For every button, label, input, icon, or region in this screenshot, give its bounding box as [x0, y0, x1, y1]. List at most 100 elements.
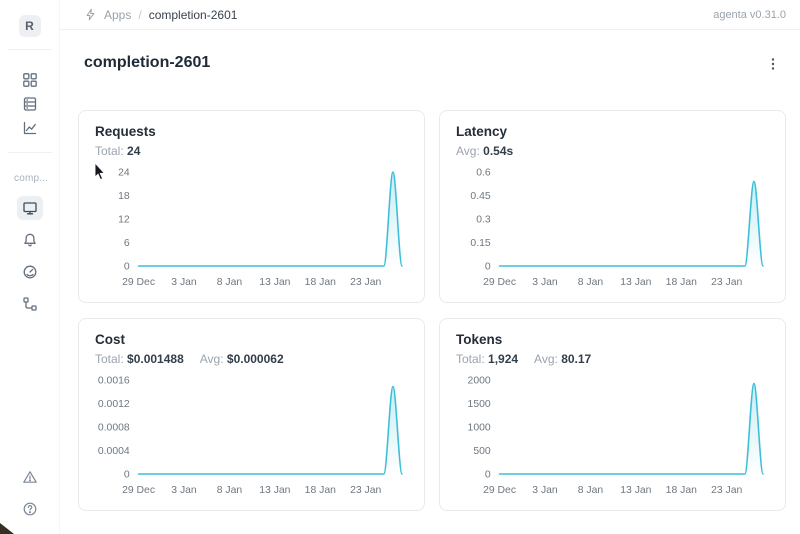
svg-text:13 Jan: 13 Jan: [259, 485, 290, 496]
sidebar-item-apps[interactable]: [18, 68, 42, 92]
card-stats: Total: 24: [95, 144, 408, 158]
svg-text:8 Jan: 8 Jan: [217, 277, 243, 288]
alerts-button[interactable]: [18, 465, 42, 489]
warning-triangle-icon: [22, 469, 38, 485]
metric-line-chart: 0.0016 0.0012 0.0008 0.0004 0 29 Dec 3 Jan 8 Ja…: [98, 375, 403, 496]
sidebar: R: [0, 0, 60, 534]
svg-text:18 Jan: 18 Jan: [666, 485, 697, 496]
main-area: Apps / completion-2601 agenta v0.31.0 co…: [60, 0, 800, 534]
page-header: completion-2601: [60, 30, 800, 74]
sidebar-item-traces[interactable]: [18, 292, 42, 316]
breadcrumb-separator: /: [138, 7, 142, 22]
svg-text:500: 500: [473, 446, 491, 457]
sidebar-item-evaluations[interactable]: [18, 228, 42, 252]
card-stat: Avg: 80.17: [534, 352, 592, 366]
breadcrumb-current: completion-2601: [148, 7, 238, 22]
grid-icon: [22, 72, 38, 88]
card-title: Cost: [95, 332, 125, 347]
svg-text:0: 0: [124, 469, 130, 480]
svg-text:24: 24: [118, 167, 130, 178]
svg-text:3 Jan: 3 Jan: [532, 277, 558, 288]
card-stat: Total: 24: [95, 144, 141, 158]
cards-grid: Requests Total: 24 24 18 12 6 0 29 Dec 3 Jan 8 …: [78, 110, 786, 511]
card-stats: Total: $0.001488 Avg: $0.000062: [95, 352, 408, 366]
card-stats: Total: 1,924 Avg: 80.17: [456, 352, 769, 366]
metric-line-chart: 0.6 0.45 0.3 0.15 0 29 Dec 3 Jan 8 Jan 13 Jan 18 …: [470, 167, 764, 288]
breadcrumb: Apps / completion-2601: [84, 8, 237, 22]
more-menu-button[interactable]: [762, 54, 784, 74]
bell-icon: [22, 232, 38, 248]
card-title: Tokens: [456, 332, 503, 347]
svg-text:29 Dec: 29 Dec: [122, 277, 155, 288]
svg-text:3 Jan: 3 Jan: [532, 485, 558, 496]
svg-text:23 Jan: 23 Jan: [711, 485, 742, 496]
workspace-avatar[interactable]: R: [18, 15, 41, 37]
metric-card-requests: Requests Total: 24 24 18 12 6 0 29 Dec 3 Jan 8 …: [78, 110, 425, 303]
card-title: Latency: [456, 124, 508, 139]
svg-text:3 Jan: 3 Jan: [171, 485, 197, 496]
sidebar-item-monitoring[interactable]: [18, 260, 42, 284]
card-stat: Total: 1,924: [456, 352, 519, 366]
svg-text:8 Jan: 8 Jan: [217, 485, 243, 496]
page-title: completion-2601: [84, 54, 211, 71]
svg-text:8 Jan: 8 Jan: [578, 485, 604, 496]
svg-text:18 Jan: 18 Jan: [305, 277, 336, 288]
svg-text:0.0004: 0.0004: [98, 446, 130, 457]
svg-text:0.0008: 0.0008: [98, 422, 130, 433]
svg-text:18 Jan: 18 Jan: [305, 485, 336, 496]
metric-card-tokens: Tokens Total: 1,924 Avg: 80.17 2000 1500 10…: [439, 318, 786, 511]
card-stat: Avg: $0.000062: [199, 352, 284, 366]
card-stat: Avg: 0.54s: [456, 144, 514, 158]
screen-corner-artifact: [0, 523, 14, 534]
svg-text:1000: 1000: [468, 422, 491, 433]
svg-text:18: 18: [118, 191, 130, 202]
svg-text:6: 6: [124, 238, 130, 249]
svg-text:13 Jan: 13 Jan: [620, 485, 651, 496]
svg-text:0.0012: 0.0012: [98, 399, 130, 410]
svg-text:0: 0: [485, 469, 491, 480]
breadcrumb-apps-link[interactable]: Apps: [104, 7, 132, 22]
app-version-label: agenta v0.31.0: [713, 8, 786, 21]
svg-text:1500: 1500: [468, 399, 491, 410]
tree-icon: [22, 296, 38, 312]
svg-text:23 Jan: 23 Jan: [350, 277, 381, 288]
svg-text:13 Jan: 13 Jan: [259, 277, 290, 288]
svg-text:0: 0: [485, 261, 491, 272]
metric-card-cost: Cost Total: $0.001488 Avg: $0.000062 0.00…: [78, 318, 425, 511]
svg-text:2000: 2000: [468, 375, 491, 386]
card-stat: Total: $0.001488: [95, 352, 184, 366]
help-button[interactable]: [18, 497, 42, 521]
sidebar-item-playground[interactable]: [16, 196, 43, 220]
gauge-icon: [22, 264, 38, 280]
svg-text:0.15: 0.15: [470, 238, 490, 249]
workspace-avatar-letter: R: [25, 19, 34, 33]
card-title: Requests: [95, 124, 156, 139]
metric-line-chart: 2000 1500 1000 500 0 29 Dec 3 Jan 8 Jan 13 Jan 18…: [468, 375, 764, 496]
metric-line-chart: 24 18 12 6 0 29 Dec 3 Jan 8 Jan 13 Jan 18 Jan 23 J…: [118, 167, 403, 288]
lightning-icon: [84, 8, 97, 21]
metric-card-latency: Latency Avg: 0.54s 0.6 0.45 0.3 0.15 0 29 Dec…: [439, 110, 786, 303]
app-section-label: comp...: [14, 173, 49, 184]
svg-text:0.45: 0.45: [470, 191, 490, 202]
svg-text:13 Jan: 13 Jan: [620, 277, 651, 288]
svg-text:12: 12: [118, 214, 130, 225]
svg-text:8 Jan: 8 Jan: [578, 277, 604, 288]
svg-text:23 Jan: 23 Jan: [711, 277, 742, 288]
line-chart-icon: [22, 120, 38, 136]
svg-text:23 Jan: 23 Jan: [350, 485, 381, 496]
svg-text:0.3: 0.3: [476, 214, 491, 225]
svg-text:0.0016: 0.0016: [98, 375, 130, 386]
svg-text:18 Jan: 18 Jan: [666, 277, 697, 288]
svg-text:0.6: 0.6: [476, 167, 491, 178]
sidebar-item-observability[interactable]: [18, 116, 42, 140]
topbar: Apps / completion-2601 agenta v0.31.0: [60, 0, 800, 30]
sidebar-item-test-sets[interactable]: [18, 92, 42, 116]
monitor-icon: [22, 200, 38, 216]
svg-text:29 Dec: 29 Dec: [483, 277, 516, 288]
sidebar-divider: [7, 152, 52, 153]
svg-text:0: 0: [124, 261, 130, 272]
svg-text:29 Dec: 29 Dec: [122, 485, 155, 496]
svg-text:3 Jan: 3 Jan: [171, 277, 197, 288]
svg-text:29 Dec: 29 Dec: [483, 485, 516, 496]
